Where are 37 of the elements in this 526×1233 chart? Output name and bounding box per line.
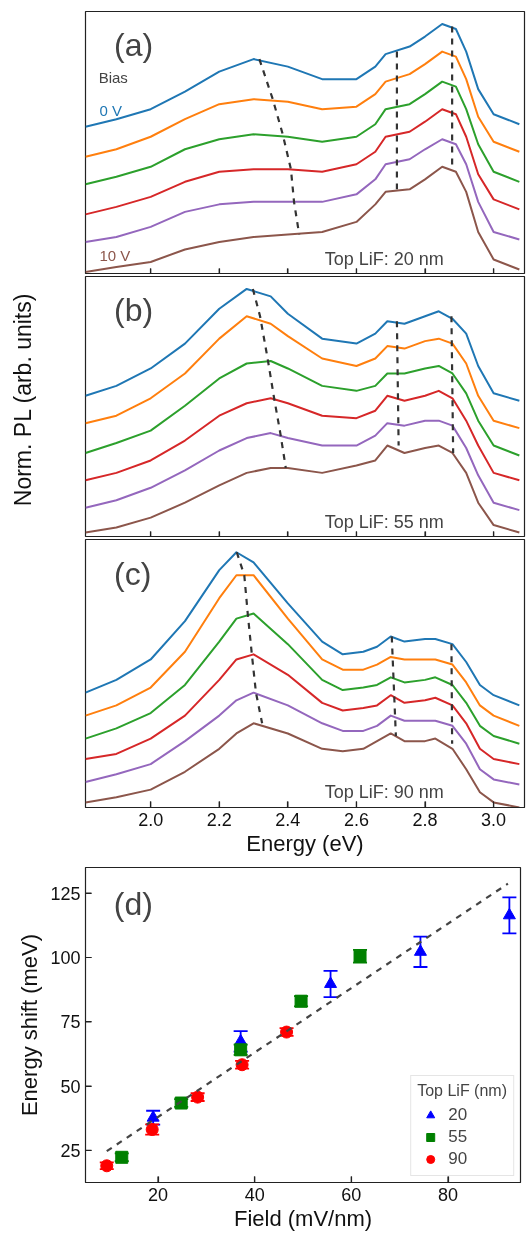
x-tick-label: 60 bbox=[341, 1184, 362, 1205]
x-axis-title: Field (mV/nm) bbox=[233, 1205, 373, 1231]
x-tick-label: 3.0 bbox=[481, 809, 507, 830]
point bbox=[413, 944, 427, 956]
annotation: (b) bbox=[114, 292, 154, 329]
x-tick-label: 2.0 bbox=[138, 809, 164, 830]
x-tick-label: 2.2 bbox=[206, 809, 232, 830]
point bbox=[502, 907, 516, 920]
x-axis-title: Energy (eV) bbox=[246, 830, 364, 856]
x-tick-label: 2.6 bbox=[343, 809, 369, 830]
point bbox=[146, 1110, 160, 1122]
x-tick-label: 20 bbox=[147, 1184, 169, 1205]
legend-label: 55 bbox=[448, 1127, 469, 1147]
y-tick-label: 25 bbox=[60, 1140, 81, 1161]
x-tick-label: 80 bbox=[437, 1184, 459, 1205]
y-tick-label: 75 bbox=[60, 1012, 81, 1033]
x-tick-label: 2.8 bbox=[412, 809, 438, 830]
annotation: Bias bbox=[98, 69, 128, 87]
y-tick-label: 125 bbox=[50, 883, 81, 904]
annotation: (a) bbox=[114, 27, 154, 64]
point bbox=[324, 976, 338, 988]
annotation: Top LiF: 90 nm bbox=[324, 782, 444, 803]
legend-title: Top LiF (nm) bbox=[417, 1082, 507, 1100]
legend-label: 20 bbox=[448, 1105, 469, 1125]
annotation: (d) bbox=[113, 886, 153, 923]
x-tick-label: 2.4 bbox=[275, 809, 301, 830]
y-axis-title: Energy shift (meV) bbox=[17, 933, 43, 1117]
y-tick-label: 50 bbox=[60, 1076, 81, 1097]
annotation: Top LiF: 20 nm bbox=[324, 249, 444, 270]
legend-label: 90 bbox=[448, 1149, 469, 1169]
series-label: 0 V bbox=[99, 101, 123, 119]
y-axis-title: Norm. PL (arb. units) bbox=[9, 293, 36, 507]
x-tick-label: 40 bbox=[244, 1184, 265, 1205]
y-tick-label: 100 bbox=[50, 948, 81, 968]
annotation: Top LiF: 55 nm bbox=[324, 512, 444, 533]
annotation: (c) bbox=[114, 555, 152, 592]
series-label: 10 V bbox=[99, 247, 131, 264]
